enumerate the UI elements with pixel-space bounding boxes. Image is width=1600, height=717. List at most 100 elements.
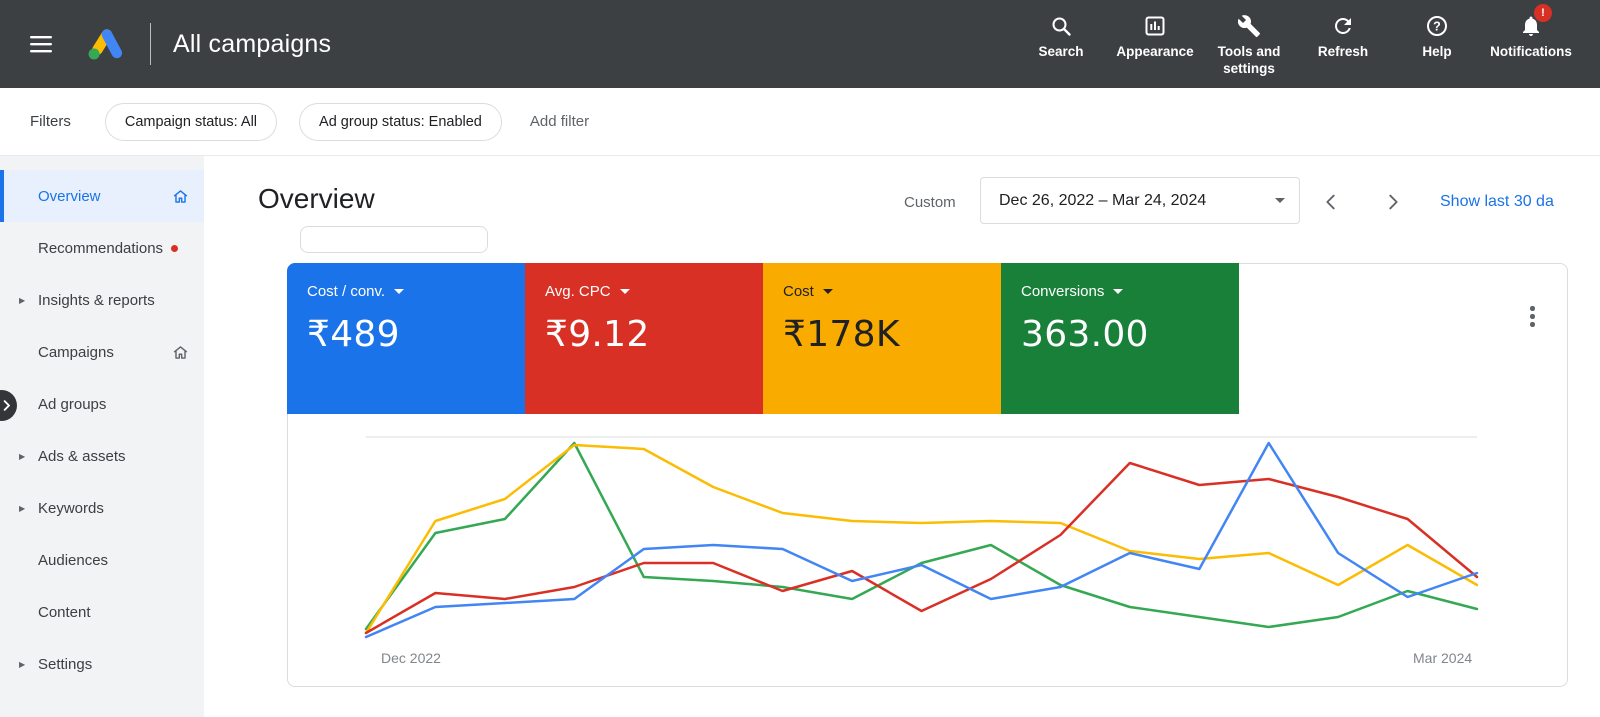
sidebar-list: Overview Recommendations ▶ Insights & repor… <box>0 156 204 690</box>
sidebar-item-label: Insights & reports <box>38 291 155 309</box>
sidebar-item-campaigns[interactable]: Campaigns <box>0 326 204 378</box>
sidebar-item-settings[interactable]: ▶ Settings <box>0 638 204 690</box>
expand-arrow-icon[interactable]: ▶ <box>19 451 26 461</box>
topbar-divider <box>150 23 151 65</box>
metric-card-avg-cpc: Avg. CPC ₹9.12 <box>525 263 763 414</box>
sidebar-item-keywords[interactable]: ▶ Keywords <box>0 482 204 534</box>
chart-line-avg-cpc <box>364 461 1479 635</box>
overview-chart-svg <box>364 436 1479 639</box>
metric-card-conversions: Conversions 363.00 <box>1001 263 1239 414</box>
metric-value: ₹489 <box>307 314 400 355</box>
partial-card-edge <box>300 226 488 253</box>
topbar-actions: Search Appearance Tools and settings Refres… <box>1014 4 1578 78</box>
sidebar-item-label: Overview <box>38 187 101 205</box>
expand-arrow-icon[interactable]: ▶ <box>19 503 26 513</box>
metric-label: Conversions <box>1021 283 1105 300</box>
hamburger-icon <box>30 35 52 52</box>
metric-value: ₹9.12 <box>545 314 650 355</box>
sidebar-item-label: Settings <box>38 655 93 673</box>
topbar-action-label: Refresh <box>1317 44 1369 60</box>
help-icon: ? <box>1425 12 1449 39</box>
expand-nav-button[interactable] <box>0 390 17 421</box>
metric-selector[interactable]: Cost / conv. <box>307 283 505 300</box>
home-icon <box>171 343 190 362</box>
menu-button[interactable] <box>26 32 56 57</box>
topbar-action-help[interactable]: ? Help <box>1390 10 1484 61</box>
search-icon <box>1049 12 1073 39</box>
sidebar-item-audiences[interactable]: Audiences <box>0 534 204 586</box>
overview-card: Cost / conv. ₹489 Avg. CPC ₹9.12 Cost ₹178K Co… <box>287 263 1568 687</box>
filters-label: Filters <box>30 113 71 130</box>
notifications-icon: ! <box>1519 4 1552 39</box>
chevron-down-icon <box>619 289 630 294</box>
main-content: Overview Custom Dec 26, 2022 – Mar 24, 2… <box>204 156 1600 717</box>
filter-chip-campaign-status-all[interactable]: Campaign status: All <box>104 102 278 141</box>
expand-arrow-icon[interactable]: ▶ <box>19 295 26 305</box>
x-axis-end-label: Mar 2024 <box>1413 650 1473 666</box>
topbar-action-label: Appearance <box>1116 44 1194 60</box>
svg-text:?: ? <box>1433 19 1441 33</box>
topbar-action-label: Search <box>1038 44 1084 60</box>
sidebar-item-label: Campaigns <box>38 343 114 361</box>
metric-selector[interactable]: Conversions <box>1021 283 1219 300</box>
sidebar: Overview Recommendations ▶ Insights & repor… <box>0 156 204 717</box>
chevron-down-icon <box>822 289 833 294</box>
sidebar-item-label: Content <box>38 603 91 621</box>
metric-cards: Cost / conv. ₹489 Avg. CPC ₹9.12 Cost ₹178K Co… <box>287 263 1239 414</box>
tools-icon <box>1237 12 1261 39</box>
topbar-action-refresh[interactable]: Refresh <box>1296 10 1390 61</box>
show-last-30-days-link[interactable]: Show last 30 da <box>1440 193 1554 210</box>
sidebar-item-label: Ad groups <box>38 395 107 413</box>
date-next-button[interactable] <box>1378 187 1408 217</box>
metric-card-cost-conv: Cost / conv. ₹489 <box>287 263 525 414</box>
sidebar-item-label: Recommendations <box>38 239 164 257</box>
metric-value: ₹178K <box>783 314 900 355</box>
topbar-action-label: Help <box>1422 44 1452 60</box>
metric-label: Cost / conv. <box>307 283 386 300</box>
page-title: Overview <box>258 183 375 214</box>
sidebar-item-content[interactable]: Content <box>0 586 204 638</box>
appearance-icon <box>1143 12 1167 39</box>
chevron-down-icon <box>1113 289 1124 294</box>
page-context-title: All campaigns <box>173 29 332 58</box>
chevron-right-icon <box>1389 194 1398 210</box>
notification-dot <box>171 244 179 252</box>
filter-chip-ad-group-status-enabled[interactable]: Ad group status: Enabled <box>299 102 502 141</box>
sidebar-item-label: Ads & assets <box>38 447 126 465</box>
refresh-icon <box>1331 12 1355 39</box>
chevron-down-icon <box>1275 198 1285 203</box>
sidebar-item-ads-assets[interactable]: ▶ Ads & assets <box>0 430 204 482</box>
metric-selector[interactable]: Cost <box>783 283 981 300</box>
sidebar-item-ad-groups[interactable]: Ad groups <box>0 378 204 430</box>
date-prev-button[interactable] <box>1316 187 1346 217</box>
sidebar-item-insights-reports[interactable]: ▶ Insights & reports <box>0 274 204 326</box>
chart-line-conversions <box>364 441 1479 631</box>
google-ads-logo <box>86 27 124 61</box>
chevron-right-icon <box>3 400 10 411</box>
more-options-button[interactable] <box>1526 302 1539 331</box>
sidebar-item-overview[interactable]: Overview <box>0 170 204 222</box>
filter-chips: Campaign status: All Ad group status: Ena… <box>104 102 502 141</box>
notification-badge: ! <box>1534 4 1552 23</box>
metric-card-cost: Cost ₹178K <box>763 263 1001 414</box>
metric-label: Cost <box>783 283 814 300</box>
chevron-down-icon <box>394 289 405 294</box>
topbar-action-notifications[interactable]: ! Notifications <box>1484 4 1578 61</box>
topbar-action-search[interactable]: Search <box>1014 10 1108 61</box>
sidebar-item-recommendations[interactable]: Recommendations <box>0 222 204 274</box>
chart-line-cost-conv <box>364 441 1479 639</box>
add-filter-button[interactable]: Add filter <box>529 113 590 130</box>
date-mode-label: Custom <box>904 194 956 211</box>
date-range-value: Dec 26, 2022 – Mar 24, 2024 <box>999 191 1207 209</box>
topbar-action-tools-and-settings[interactable]: Tools and settings <box>1202 10 1296 78</box>
expand-arrow-icon[interactable]: ▶ <box>19 659 26 669</box>
metric-selector[interactable]: Avg. CPC <box>545 283 743 300</box>
topbar: All campaigns Search Appearance Tools and … <box>0 0 1600 88</box>
date-range-selector[interactable]: Dec 26, 2022 – Mar 24, 2024 <box>980 177 1300 224</box>
metric-value: 363.00 <box>1021 314 1149 355</box>
topbar-action-appearance[interactable]: Appearance <box>1108 10 1202 61</box>
topbar-action-label: Tools and settings <box>1217 44 1281 76</box>
chevron-left-icon <box>1326 194 1335 210</box>
x-axis-start-label: Dec 2022 <box>381 650 441 666</box>
